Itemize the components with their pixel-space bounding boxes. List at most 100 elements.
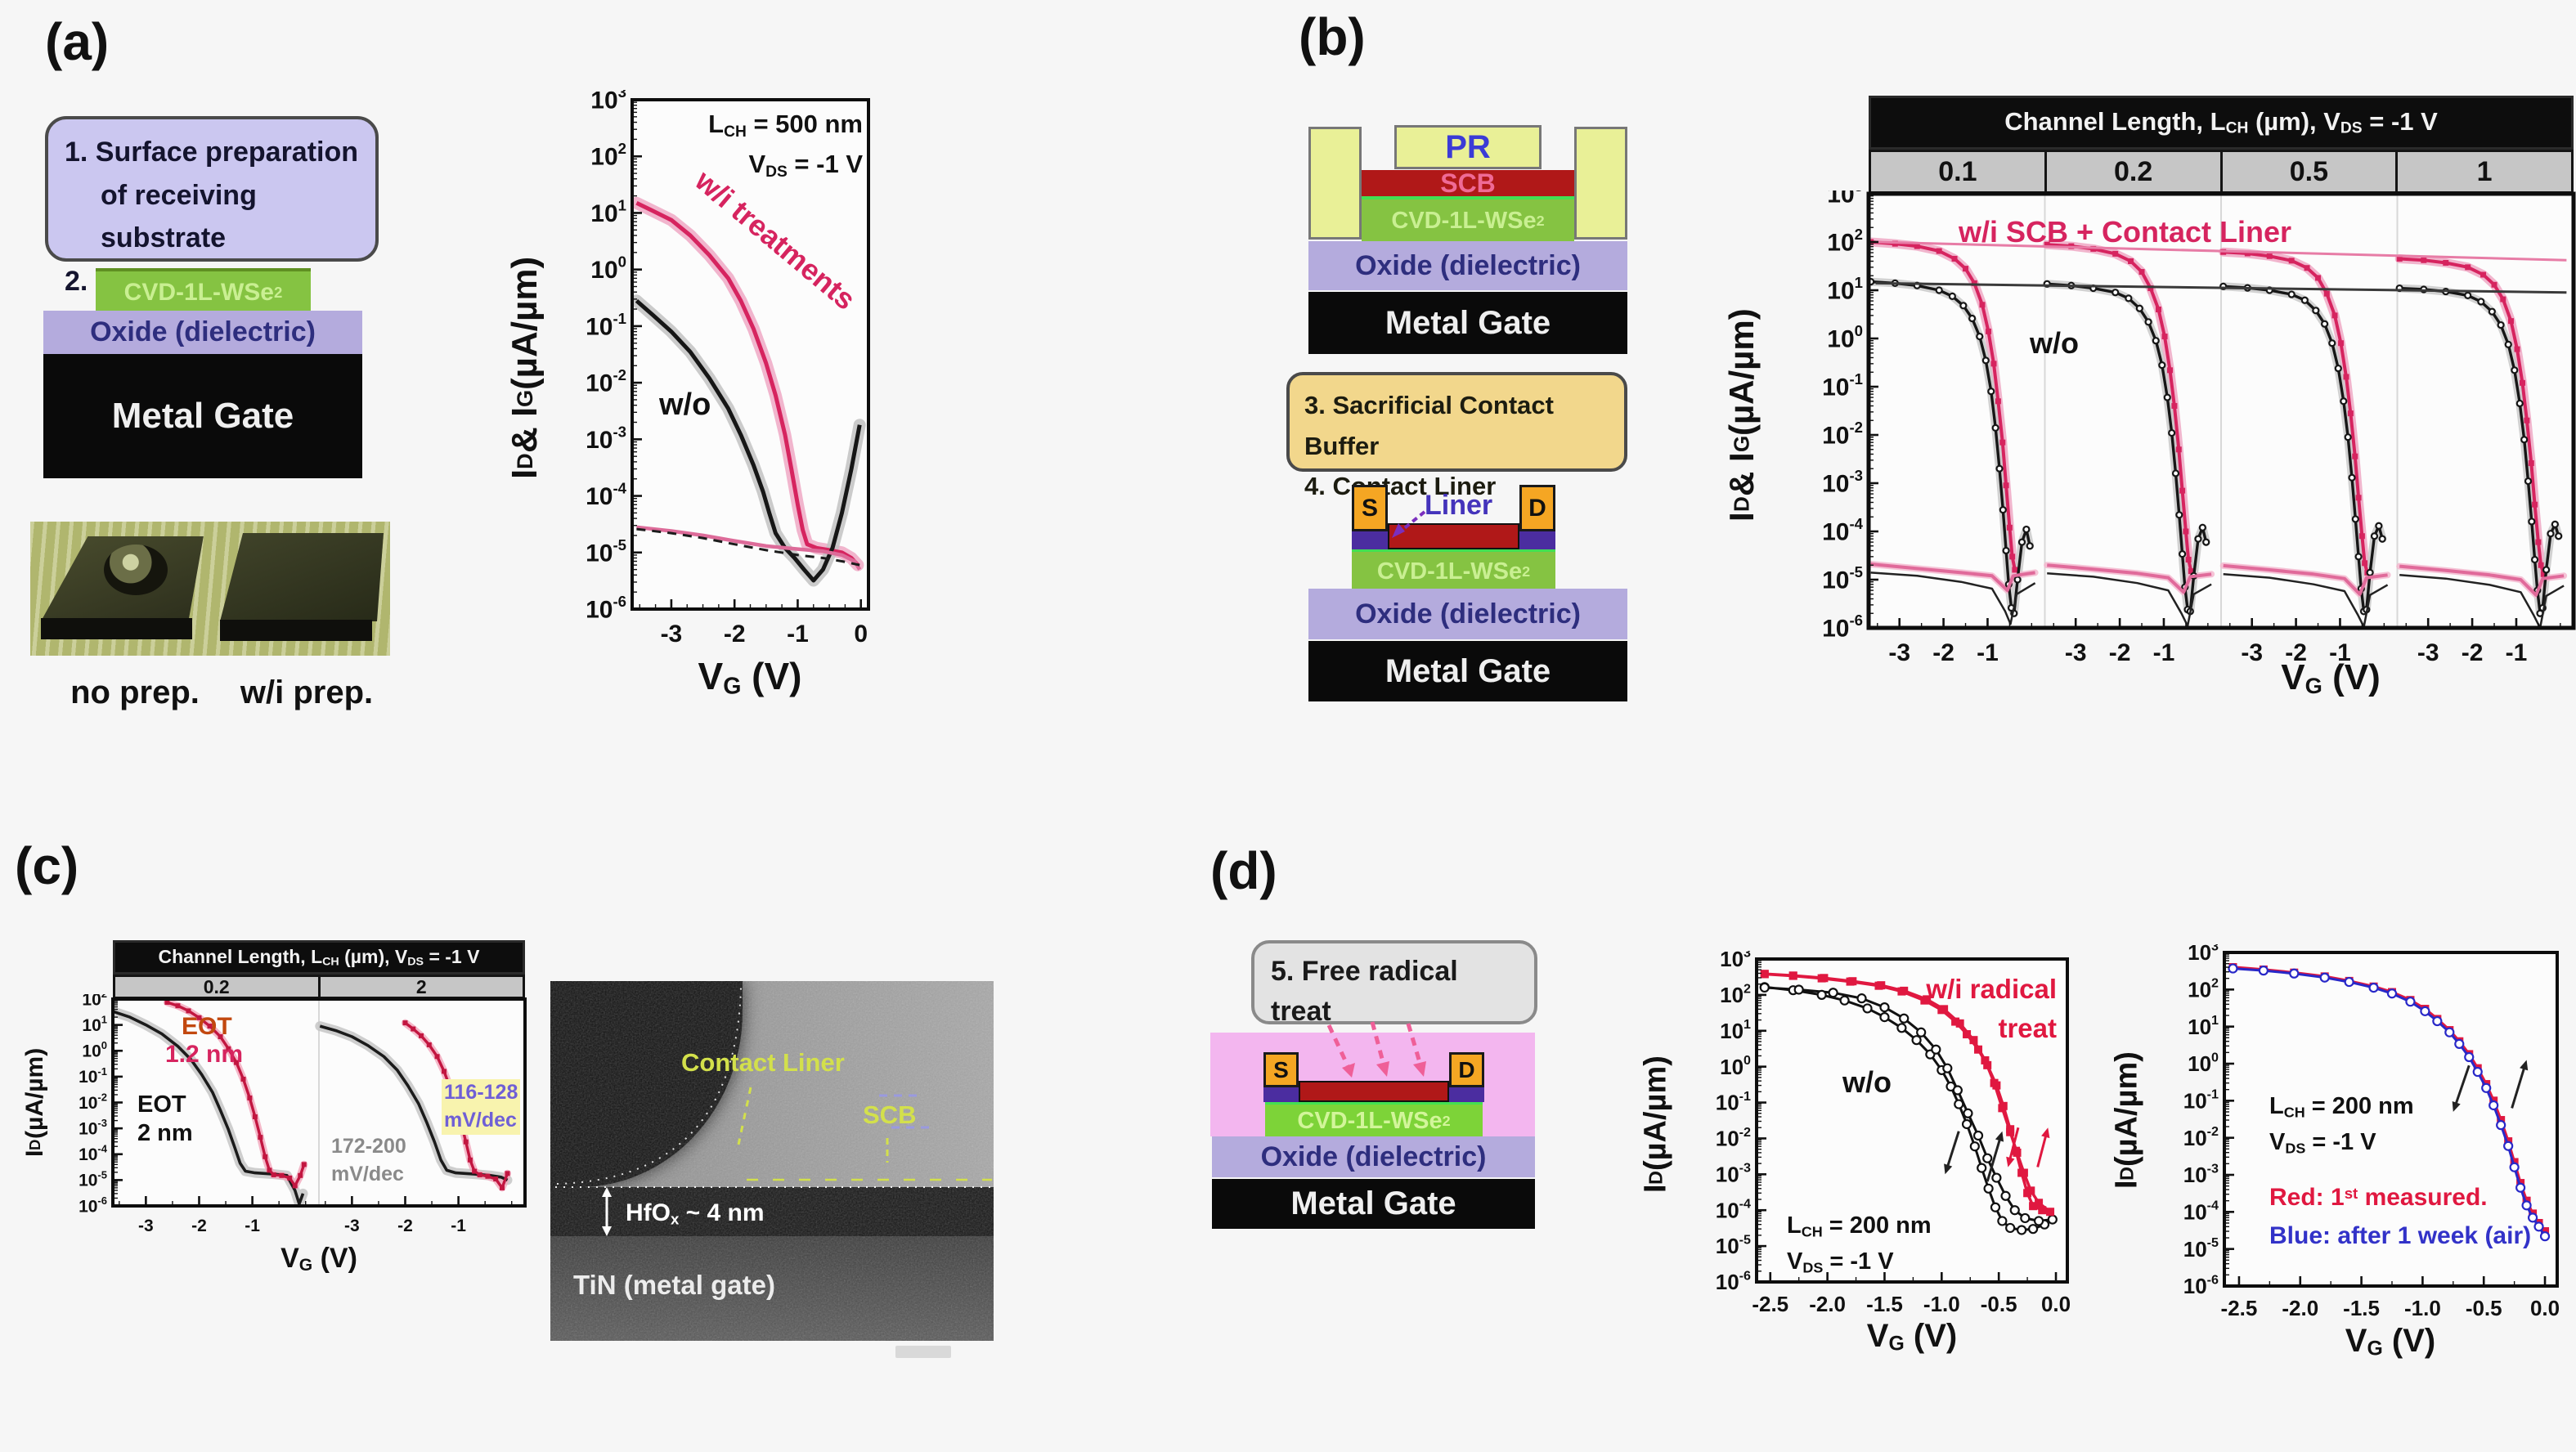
col-header-1: 1 bbox=[2395, 150, 2574, 194]
plot-d2: 10-6 10-5 10-4 10-3 10-2 10-1 100 101 102 103 -2.5… bbox=[2183, 944, 2560, 1320]
svg-text:10-4: 10-4 bbox=[79, 1143, 108, 1164]
svg-text:10-4: 10-4 bbox=[1716, 1197, 1751, 1223]
svg-text:-3: -3 bbox=[661, 621, 683, 648]
layer-channel-a: CVD-1L-WSe 2 bbox=[96, 268, 311, 314]
svg-text:10-1: 10-1 bbox=[1822, 370, 1863, 401]
svg-text:101: 101 bbox=[590, 196, 626, 227]
svg-text:-2.0: -2.0 bbox=[2282, 1296, 2318, 1320]
svg-text:10-6: 10-6 bbox=[586, 593, 626, 624]
plot-b-treated-label: w/i SCB + Contact Liner bbox=[1959, 215, 2292, 249]
svg-text:-2: -2 bbox=[1932, 639, 1954, 666]
svg-text:101: 101 bbox=[1827, 274, 1863, 305]
eot-1-2-label-a: EOT bbox=[182, 1013, 232, 1040]
col-header-0.2: 0.2 bbox=[2044, 150, 2223, 194]
svg-text:10-2: 10-2 bbox=[1822, 419, 1863, 450]
tem-contact-liner-label: Contact Liner bbox=[681, 1048, 845, 1077]
svg-text:10-5: 10-5 bbox=[1716, 1233, 1751, 1259]
svg-text:-1.5: -1.5 bbox=[2343, 1296, 2380, 1320]
svg-text:100: 100 bbox=[82, 1039, 107, 1060]
plot-d1-vds: VDS = -1 V bbox=[1787, 1248, 1894, 1275]
plot-a-conditions: LCH = 500 nm VDS = -1 V bbox=[679, 105, 863, 184]
panel-c-label: (c) bbox=[15, 836, 79, 895]
svg-text:10-1: 10-1 bbox=[79, 1065, 107, 1087]
liner-under-source-d bbox=[1263, 1087, 1299, 1102]
plot-d2-red-note: Red: 1st measured. bbox=[2269, 1184, 2488, 1211]
svg-text:10-3: 10-3 bbox=[1822, 467, 1863, 498]
svg-text:101: 101 bbox=[82, 1014, 107, 1035]
water-droplet bbox=[104, 544, 168, 595]
layer-gate-d: Metal Gate bbox=[1212, 1179, 1535, 1229]
svg-text:10-4: 10-4 bbox=[586, 480, 627, 511]
ss-fast-b: mV/dec bbox=[442, 1106, 521, 1135]
svg-text:10-3: 10-3 bbox=[2183, 1161, 2219, 1187]
caption-no-prep: no prep. bbox=[70, 674, 200, 710]
panel-d-label: (d) bbox=[1210, 841, 1277, 900]
radical-arrows bbox=[1326, 1021, 1426, 1078]
svg-text:-1.5: -1.5 bbox=[1866, 1292, 1903, 1316]
pr-pillar-left bbox=[1308, 127, 1362, 240]
ss-slow-label: 172-200 mV/dec bbox=[331, 1133, 406, 1189]
svg-text:10-2: 10-2 bbox=[79, 1091, 107, 1112]
eot-2-label-a: EOT bbox=[137, 1091, 186, 1118]
svg-text:101: 101 bbox=[1720, 1017, 1751, 1043]
panel-a-steps-box: 1. Surface preparation of receiving subs… bbox=[45, 116, 379, 340]
plot-c-header: Channel Length, LCH (µm), VDS = -1 V bbox=[113, 940, 525, 975]
plot-d1-xlabel: VG (V) bbox=[1866, 1318, 1958, 1356]
svg-text:10-2: 10-2 bbox=[2183, 1124, 2219, 1150]
svg-text:-3: -3 bbox=[138, 1217, 154, 1235]
panel-b-label: (b) bbox=[1299, 7, 1366, 66]
svg-text:102: 102 bbox=[82, 994, 107, 1009]
layer-gate-a: Metal Gate bbox=[43, 354, 362, 478]
svg-text:-2: -2 bbox=[191, 1217, 207, 1235]
svg-text:10-6: 10-6 bbox=[2183, 1272, 2219, 1298]
tem-tin-label: TiN (metal gate) bbox=[573, 1270, 775, 1300]
svg-text:-2: -2 bbox=[397, 1217, 413, 1235]
svg-text:-1: -1 bbox=[2506, 639, 2528, 666]
layer-oxide-a: Oxide (dielectric) bbox=[43, 311, 362, 354]
svg-text:10-3: 10-3 bbox=[79, 1117, 107, 1138]
layer-channel-b1: CVD-1L-WSe 2 bbox=[1362, 196, 1574, 243]
scb-bar-d bbox=[1299, 1081, 1449, 1102]
layer-oxide-d: Oxide (dielectric) bbox=[1212, 1136, 1535, 1177]
panel-b-steps-box: 3. Sacrificial Contact Buffer 4. Contact… bbox=[1286, 372, 1627, 500]
tem-scb-label: SCB bbox=[863, 1100, 917, 1129]
step-1: 1. Surface preparation bbox=[65, 137, 359, 168]
svg-text:103: 103 bbox=[590, 90, 626, 114]
svg-text:10-1: 10-1 bbox=[1716, 1089, 1751, 1115]
source-contact-b: S bbox=[1352, 485, 1388, 531]
chip-no-prep-edge bbox=[41, 618, 192, 639]
scale-watermark bbox=[895, 1346, 951, 1358]
plot-d1-conditions: LCH = 200 nm VDS = -1 V bbox=[1787, 1208, 1932, 1279]
layer-gate-b2: Metal Gate bbox=[1308, 641, 1627, 701]
panel-a-label: (a) bbox=[45, 12, 110, 71]
pr-pillar-right bbox=[1574, 127, 1627, 240]
svg-text:10-1: 10-1 bbox=[2183, 1087, 2219, 1114]
svg-text:-1.0: -1.0 bbox=[1923, 1292, 1960, 1316]
liner-under-drain-b bbox=[1519, 531, 1555, 549]
ss-slow-a: 172-200 bbox=[331, 1135, 406, 1158]
svg-text:10-5: 10-5 bbox=[1822, 563, 1863, 594]
source-contact-d: S bbox=[1263, 1052, 1299, 1087]
svg-text:-2: -2 bbox=[2285, 639, 2307, 666]
svg-text:-3: -3 bbox=[1888, 639, 1910, 666]
col-header-0.1: 0.1 bbox=[1869, 150, 2047, 194]
svg-text:100: 100 bbox=[1720, 1053, 1751, 1079]
svg-text:-2: -2 bbox=[724, 621, 746, 648]
layer-channel-b2: CVD-1L-WSe 2 bbox=[1352, 549, 1555, 591]
svg-text:100: 100 bbox=[590, 253, 626, 285]
svg-text:10-6: 10-6 bbox=[1822, 612, 1863, 643]
svg-text:-1: -1 bbox=[245, 1217, 260, 1235]
svg-text:10-1: 10-1 bbox=[586, 310, 626, 341]
svg-text:-2: -2 bbox=[2462, 639, 2484, 666]
scb-layer-b: SCB bbox=[1362, 168, 1574, 198]
plot-b-xlabel: VG (V) bbox=[2281, 657, 2381, 699]
svg-text:103: 103 bbox=[2188, 944, 2219, 965]
drain-contact-d: D bbox=[1449, 1052, 1484, 1087]
svg-text:-2: -2 bbox=[2109, 639, 2131, 666]
step-3: 3. Sacrificial Contact Buffer bbox=[1304, 391, 1554, 460]
svg-text:100: 100 bbox=[2188, 1050, 2219, 1076]
